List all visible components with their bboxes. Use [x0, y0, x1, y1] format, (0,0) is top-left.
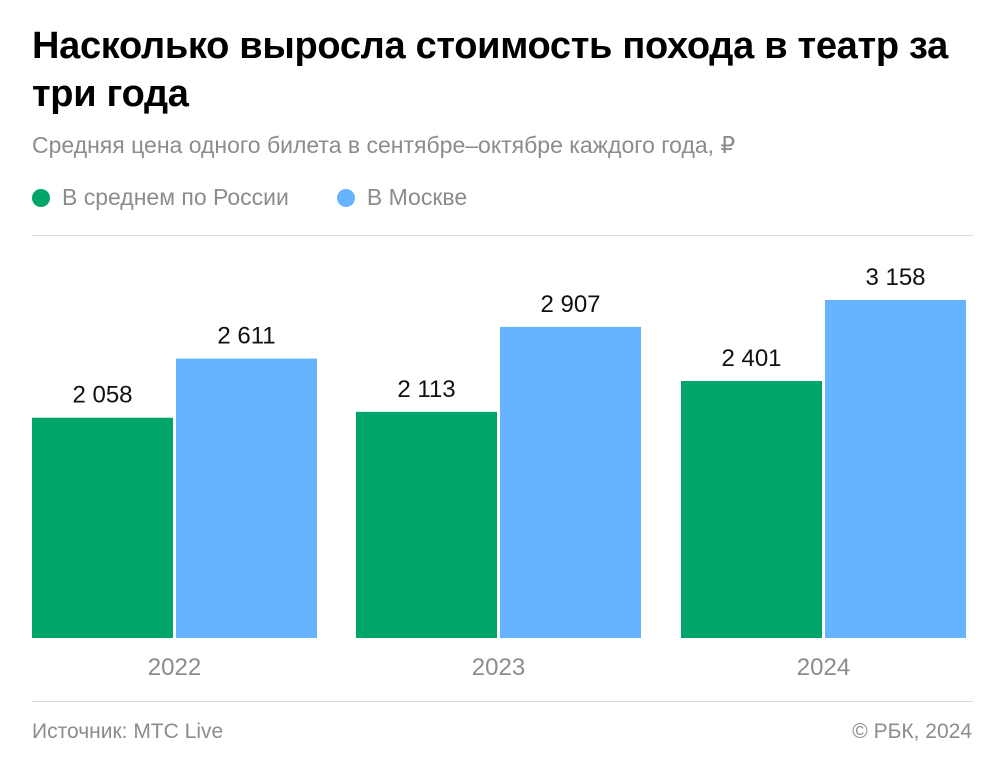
- legend-label-russia: В среднем по России: [62, 184, 289, 210]
- value-label-russia-2023: 2 113: [397, 376, 455, 403]
- bar-russia-2023: [356, 411, 497, 638]
- bar-russia-2024: [681, 381, 822, 638]
- value-label-moscow-2023: 2 907: [540, 291, 600, 318]
- chart-subtitle: Средняя цена одного билета в сентябре–ок…: [32, 132, 736, 158]
- legend-item-moscow: В Москве: [336, 184, 468, 211]
- value-label-moscow-2022: 2 611: [217, 323, 275, 350]
- legend-swatch-moscow: [336, 188, 355, 207]
- bar-russia-2022: [32, 417, 173, 638]
- value-label-moscow-2024: 3 158: [865, 264, 925, 291]
- x-tick-2023: 2023: [472, 654, 525, 681]
- bar-moscow-2024: [825, 300, 966, 638]
- legend-label-moscow: В Москве: [366, 184, 468, 210]
- x-tick-2024: 2024: [797, 654, 850, 681]
- source-note: Источник: МТС Live: [32, 720, 224, 743]
- copyright-note: © РБК, 2024: [852, 720, 972, 743]
- value-label-russia-2022: 2 058: [72, 382, 132, 409]
- value-label-russia-2024: 2 401: [721, 345, 781, 372]
- bottom-divider: [32, 701, 973, 702]
- legend-item-russia: В среднем по России: [32, 184, 289, 211]
- legend-swatch-russia: [32, 188, 50, 207]
- bar-moscow-2023: [500, 326, 641, 638]
- top-divider: [32, 235, 973, 236]
- chart-title: Насколько выросла стоимость похода в теа…: [32, 25, 948, 115]
- legend: В среднем по России В Москве: [32, 184, 515, 211]
- bar-moscow-2022: [176, 358, 317, 638]
- x-tick-2022: 2022: [148, 654, 201, 681]
